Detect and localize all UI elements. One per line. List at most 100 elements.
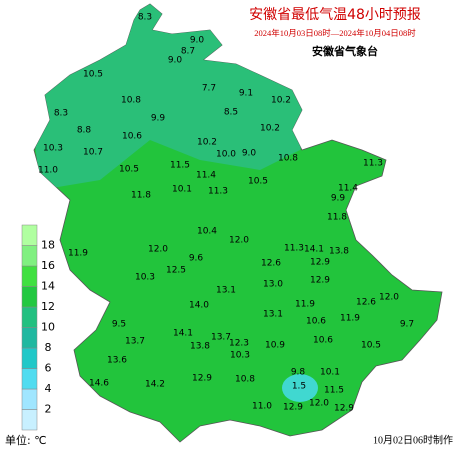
station-value: 10.8 bbox=[121, 96, 141, 106]
station-value: 9.0 bbox=[242, 149, 257, 159]
made-time: 10月02日06时制作 bbox=[373, 433, 453, 446]
station-value: 12.9 bbox=[310, 276, 330, 286]
station-value: 13.8 bbox=[190, 342, 210, 352]
station-value: 10.5 bbox=[119, 165, 139, 175]
legend-label: 2 bbox=[45, 403, 52, 416]
station-value: 12.0 bbox=[309, 399, 329, 409]
station-value: 10.9 bbox=[265, 341, 285, 351]
station-value: 10.3 bbox=[135, 273, 155, 283]
legend-label: 12 bbox=[41, 300, 55, 313]
station-value: 14.1 bbox=[173, 329, 193, 339]
station-value: 12.9 bbox=[334, 404, 354, 414]
legend-label: 4 bbox=[45, 382, 52, 395]
legend-swatch bbox=[21, 224, 38, 246]
station-value: 12.0 bbox=[148, 245, 168, 255]
station-value: 13.1 bbox=[216, 286, 236, 296]
legend-label: 10 bbox=[41, 321, 55, 334]
station-value: 10.1 bbox=[320, 368, 340, 378]
station-value: 11.9 bbox=[340, 314, 360, 324]
issuer: 安徽省气象台 bbox=[312, 44, 378, 58]
station-value: 11.3 bbox=[208, 187, 228, 197]
legend-swatch bbox=[21, 368, 38, 390]
station-value: 10.7 bbox=[83, 148, 103, 158]
station-value: 12.5 bbox=[166, 266, 186, 276]
station-value: 9.7 bbox=[400, 320, 414, 330]
station-value: 8.7 bbox=[181, 47, 195, 57]
station-value: 9.6 bbox=[189, 254, 204, 264]
station-value: 9.1 bbox=[239, 89, 253, 99]
legend-swatch bbox=[21, 245, 38, 267]
cold-spot bbox=[282, 374, 318, 402]
station-value: 8.8 bbox=[77, 126, 92, 136]
station-value: 10.3 bbox=[43, 144, 63, 154]
station-value: 8.3 bbox=[138, 13, 152, 23]
station-value: 11.5 bbox=[324, 386, 344, 396]
station-value: 12.0 bbox=[229, 236, 249, 246]
station-value: 9.0 bbox=[190, 36, 205, 46]
legend-label: 16 bbox=[41, 259, 55, 272]
subtitle: 2024年10月03日08时—2024年10月04日08时 bbox=[254, 28, 416, 38]
legend-label: 18 bbox=[41, 239, 55, 252]
legend-swatch bbox=[21, 265, 38, 287]
legend-swatch bbox=[21, 327, 38, 349]
legend-swatch bbox=[21, 409, 38, 431]
station-value: 12.0 bbox=[379, 293, 399, 303]
station-value: 11.4 bbox=[338, 184, 358, 194]
station-value: 9.0 bbox=[168, 56, 183, 66]
station-value: 7.7 bbox=[202, 84, 216, 94]
station-value: 10.2 bbox=[197, 138, 217, 148]
legend-swatch bbox=[21, 388, 38, 410]
station-value: 11.8 bbox=[327, 213, 347, 223]
station-value: 13.1 bbox=[263, 310, 283, 320]
station-value: 10.4 bbox=[197, 227, 217, 237]
title: 安徽省最低气温48小时预报 bbox=[249, 7, 421, 23]
station-value: 11.3 bbox=[363, 159, 383, 169]
station-value: 14.6 bbox=[89, 379, 109, 389]
station-value: 10.6 bbox=[306, 317, 326, 327]
station-value: 12.9 bbox=[283, 403, 303, 413]
station-value: 14.2 bbox=[145, 380, 165, 390]
station-value: 12.6 bbox=[356, 298, 376, 308]
station-value: 14.0 bbox=[189, 301, 209, 311]
legend-label: 14 bbox=[41, 280, 55, 293]
station-value: 10.2 bbox=[271, 96, 291, 106]
legend-swatch bbox=[21, 286, 38, 308]
legend-swatch bbox=[21, 306, 38, 328]
station-value: 8.3 bbox=[54, 109, 68, 119]
station-value: 11.9 bbox=[68, 249, 88, 259]
legend-label: 8 bbox=[45, 341, 52, 354]
station-value: 13.8 bbox=[329, 247, 349, 257]
station-value: 13.7 bbox=[211, 333, 231, 343]
station-value: 10.3 bbox=[230, 351, 250, 361]
station-value: 11.4 bbox=[196, 171, 216, 181]
station-value: 10.5 bbox=[248, 177, 268, 187]
station-value: 12.6 bbox=[261, 259, 281, 269]
station-value: 9.5 bbox=[112, 320, 126, 330]
station-value: 9.9 bbox=[331, 194, 346, 204]
station-value: 13.0 bbox=[263, 280, 283, 290]
station-value: 10.2 bbox=[260, 124, 280, 134]
station-value: 1.5 bbox=[292, 382, 306, 392]
station-value: 14.1 bbox=[304, 245, 324, 255]
station-value: 8.5 bbox=[224, 108, 238, 118]
station-value: 13.6 bbox=[107, 356, 127, 366]
station-value: 11.9 bbox=[295, 300, 315, 310]
station-value: 10.5 bbox=[361, 341, 381, 351]
station-value: 12.9 bbox=[192, 374, 212, 384]
station-value: 9.9 bbox=[151, 114, 166, 124]
station-value: 10.1 bbox=[172, 185, 192, 195]
station-value: 12.9 bbox=[310, 258, 330, 268]
station-value: 13.7 bbox=[125, 337, 145, 347]
station-value: 9.8 bbox=[291, 368, 306, 378]
legend-label: 6 bbox=[45, 362, 52, 375]
station-value: 11.0 bbox=[38, 166, 58, 176]
station-value: 11.3 bbox=[284, 244, 304, 254]
station-value: 11.5 bbox=[170, 161, 190, 171]
unit: 单位: ℃ bbox=[5, 433, 47, 447]
station-value: 10.8 bbox=[278, 154, 298, 164]
legend-swatch bbox=[21, 347, 38, 369]
station-value: 10.5 bbox=[83, 70, 103, 80]
station-value: 10.6 bbox=[122, 132, 142, 142]
